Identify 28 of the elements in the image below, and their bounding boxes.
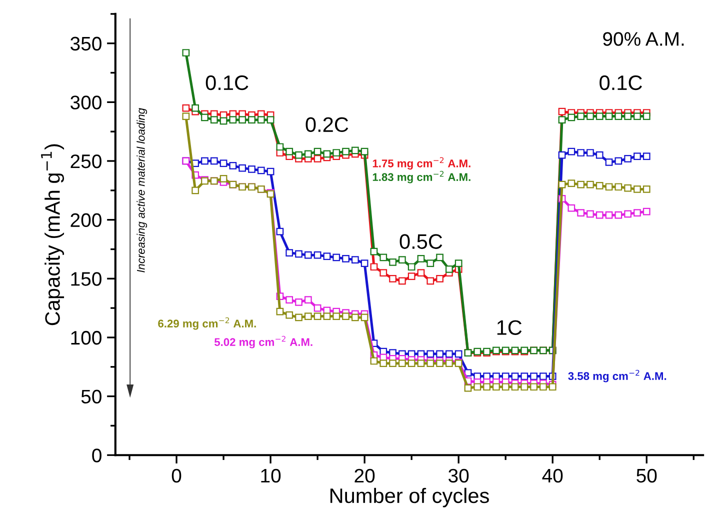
y-tick-label: 250 (70, 154, 102, 168)
x-tick-label: 50 (636, 468, 657, 483)
x-tick-label: 40 (542, 468, 563, 483)
y-tick-label: 50 (81, 390, 102, 404)
series-label: 6.29 mg cm$^{−2}$ A.M. (158, 317, 256, 330)
x-tick-label: 0 (172, 468, 182, 483)
annotation: 0.1C (600, 75, 642, 90)
annotation: Increasing active material loading (136, 108, 148, 272)
y-tick-label: 100 (71, 330, 102, 345)
annotation: 0.1C (206, 75, 248, 90)
series-label: 1.75 mg cm$^{−2}$ A.M. (372, 157, 470, 170)
y-tick-label: 350 (70, 36, 102, 51)
x-tick-label: 20 (354, 468, 375, 483)
y-axis-title: Capacity (mAh g$^{−1}$) (41, 144, 64, 326)
y-tick-label: 0 (92, 448, 102, 462)
series-label: 1.83 mg cm$^{−2}$ A.M. (372, 170, 470, 184)
x-axis-title: Number of cycles (330, 488, 489, 508)
annotation: 90% A.M. (603, 32, 684, 46)
x-tick-label: 10 (261, 468, 281, 483)
y-tick-label: 300 (70, 96, 102, 110)
y-tick-label: 200 (70, 213, 102, 228)
annotation: 1C (497, 320, 522, 335)
x-tick-label: 30 (448, 468, 469, 483)
y-tick-label: 150 (71, 272, 102, 286)
annotation: 0.5C (400, 234, 442, 249)
text: 5.02 mg cm$^{−2}$ A.M. (214, 336, 312, 348)
series-label: 3.58 mg cm$^{−2}$ A.M. (568, 370, 666, 382)
annotation: 0.2C (306, 117, 348, 132)
